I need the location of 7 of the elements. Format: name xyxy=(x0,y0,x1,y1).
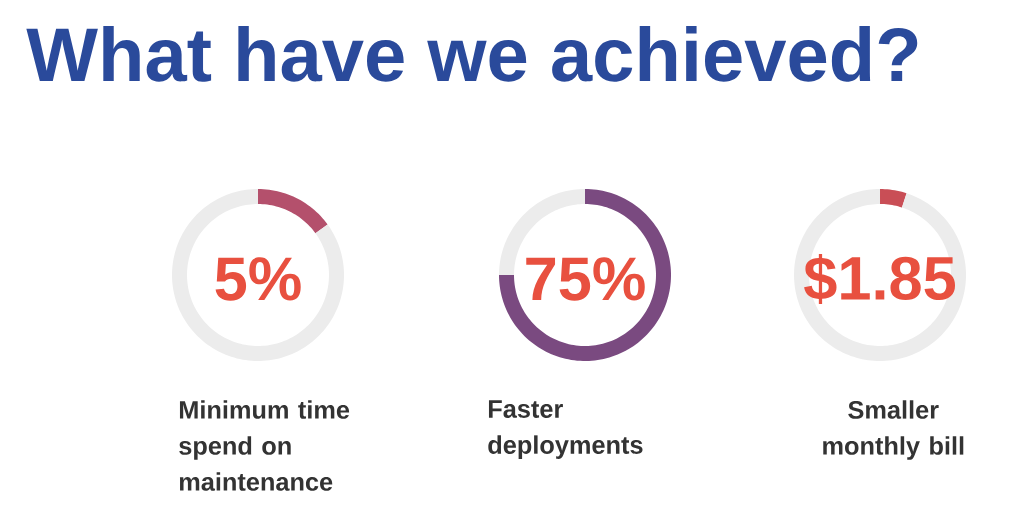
text: Faster deployments xyxy=(488,400,643,459)
text: What have we achieved? xyxy=(26,25,918,82)
text: Smaller monthly bill xyxy=(823,400,964,460)
text: 75% xyxy=(526,257,645,301)
text: Minimum time spend on maintenance xyxy=(179,400,350,491)
text: 5% xyxy=(215,257,301,301)
text: $1.85 xyxy=(804,253,956,305)
